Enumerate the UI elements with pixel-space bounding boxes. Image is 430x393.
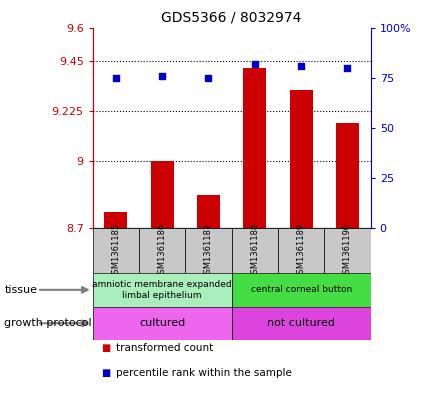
Text: cultured: cultured xyxy=(139,318,185,328)
Point xyxy=(158,72,165,79)
Text: GSM1361188: GSM1361188 xyxy=(250,222,259,279)
Bar xyxy=(197,195,220,228)
Text: amniotic membrane expanded
limbal epithelium: amniotic membrane expanded limbal epithe… xyxy=(92,280,231,299)
Text: GSM1361186: GSM1361186 xyxy=(157,222,166,279)
Text: ■: ■ xyxy=(101,343,110,353)
Point xyxy=(112,75,119,81)
Text: tissue: tissue xyxy=(4,285,37,295)
Bar xyxy=(231,228,277,273)
Text: central corneal button: central corneal button xyxy=(250,285,351,294)
Text: growth protocol: growth protocol xyxy=(4,318,92,328)
Point xyxy=(205,75,212,81)
Title: GDS5366 / 8032974: GDS5366 / 8032974 xyxy=(161,11,301,25)
Bar xyxy=(92,273,231,307)
Bar xyxy=(150,161,173,228)
Text: not cultured: not cultured xyxy=(267,318,335,328)
Text: GSM1361187: GSM1361187 xyxy=(203,222,212,279)
Text: GSM1361185: GSM1361185 xyxy=(111,222,120,279)
Point xyxy=(297,62,304,69)
Bar xyxy=(277,228,324,273)
Point xyxy=(343,64,350,71)
Text: transformed count: transformed count xyxy=(116,343,213,353)
Bar xyxy=(92,228,139,273)
Bar xyxy=(92,307,231,340)
Bar xyxy=(104,212,127,228)
Point xyxy=(251,61,258,67)
Text: ■: ■ xyxy=(101,368,110,378)
Bar xyxy=(335,123,358,228)
Bar xyxy=(324,228,370,273)
Bar xyxy=(185,228,231,273)
Bar xyxy=(231,307,370,340)
Text: GSM1361189: GSM1361189 xyxy=(296,222,305,279)
Text: GSM1361190: GSM1361190 xyxy=(342,222,351,279)
Text: percentile rank within the sample: percentile rank within the sample xyxy=(116,368,292,378)
Bar xyxy=(243,68,266,228)
Bar xyxy=(138,228,185,273)
Bar xyxy=(289,90,312,228)
Bar xyxy=(231,273,370,307)
